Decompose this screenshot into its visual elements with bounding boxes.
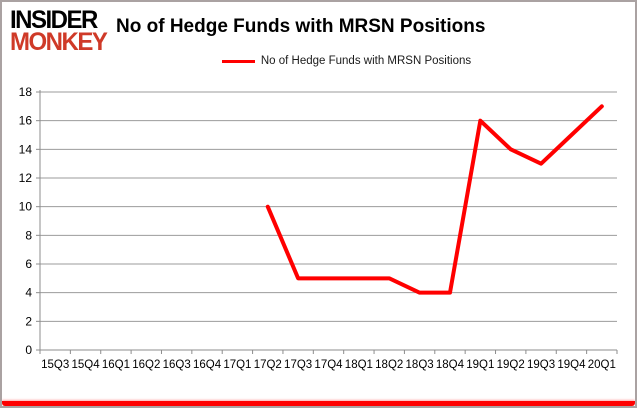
logo-line2: MONKEY [10, 28, 108, 57]
y-axis-tick-label: 6 [25, 257, 32, 271]
x-axis-tick-label: 16Q2 [132, 359, 160, 371]
x-axis-tick-label: 18Q3 [406, 359, 434, 371]
x-axis-tick-label: 16Q4 [193, 359, 222, 371]
x-axis-tick-label: 16Q3 [163, 359, 191, 371]
y-axis-tick-label: 4 [25, 286, 32, 300]
x-axis-tick-label: 19Q3 [527, 359, 555, 371]
y-axis-tick-label: 8 [25, 228, 32, 242]
x-axis-tick-label: 15Q3 [41, 359, 69, 371]
x-axis-tick-label: 18Q1 [345, 359, 373, 371]
y-axis-tick-label: 18 [19, 85, 33, 99]
x-axis-tick-label: 18Q4 [436, 359, 465, 371]
x-axis-tick-label: 19Q4 [557, 359, 586, 371]
x-axis-tick-label: 16Q1 [102, 359, 130, 371]
logo-line1: INSIDER [10, 5, 98, 35]
insider-monkey-logo: INSIDER MONKEY [10, 5, 108, 57]
x-axis-tick-label: 17Q3 [284, 359, 312, 371]
x-axis-tick-label: 17Q1 [223, 359, 251, 371]
y-axis-tick-label: 2 [25, 314, 32, 328]
legend-label: No of Hedge Funds with MRSN Positions [260, 55, 472, 67]
y-axis-tick-label: 12 [19, 171, 33, 185]
legend-line-swatch [221, 59, 255, 63]
data-series-line [265, 104, 604, 295]
y-axis-tick-label: 14 [19, 142, 33, 156]
x-axis-tick-label: 20Q1 [588, 359, 616, 371]
x-axis-tick-label: 19Q1 [466, 359, 494, 371]
x-axis-tick-label: 19Q2 [497, 359, 525, 371]
y-axis-tick-label: 10 [19, 200, 33, 214]
bottom-red-bar [2, 401, 635, 406]
chart-title: No of Hedge Funds with MRSN Positions [116, 16, 486, 37]
x-axis-tick-label: 17Q4 [314, 359, 343, 371]
y-axis-tick-label: 16 [19, 114, 33, 128]
x-axis-tick-label: 18Q2 [375, 359, 403, 371]
x-axis-tick-label: 17Q2 [254, 359, 282, 371]
x-axis-tick-label: 15Q4 [71, 359, 100, 371]
legend: No of Hedge Funds with MRSN Positions [30, 55, 635, 67]
y-axis-tick-label: 0 [25, 343, 32, 357]
